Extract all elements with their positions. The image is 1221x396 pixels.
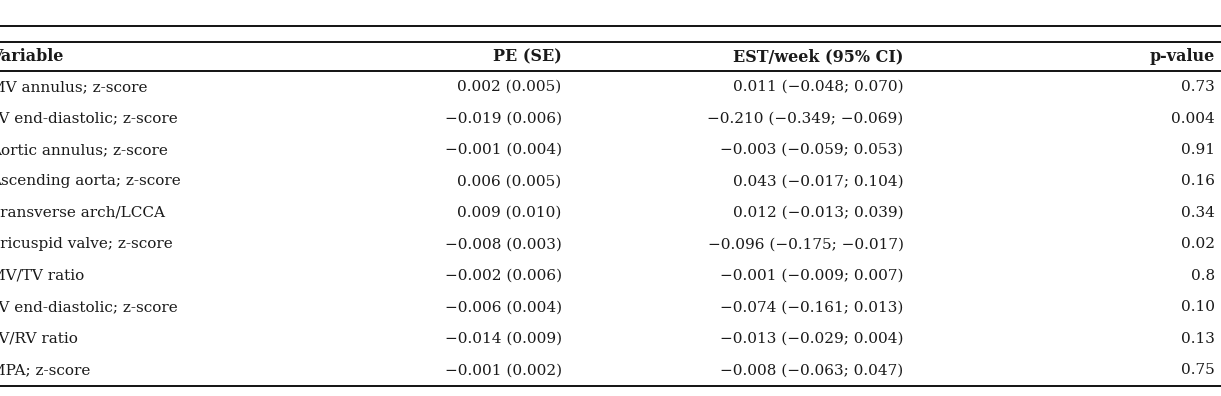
Text: LV end-diastolic; z-score: LV end-diastolic; z-score <box>0 112 178 126</box>
Text: PE (SE): PE (SE) <box>493 48 562 65</box>
Text: −0.096 (−0.175; −0.017): −0.096 (−0.175; −0.017) <box>707 238 904 251</box>
Text: MPA; z-score: MPA; z-score <box>0 364 90 377</box>
Text: −0.006 (0.004): −0.006 (0.004) <box>444 301 562 314</box>
Text: Aortic annulus; z-score: Aortic annulus; z-score <box>0 143 168 157</box>
Text: MV/TV ratio: MV/TV ratio <box>0 269 84 283</box>
Text: −0.002 (0.006): −0.002 (0.006) <box>444 269 562 283</box>
Text: Variable: Variable <box>0 48 63 65</box>
Text: 0.13: 0.13 <box>1181 332 1215 346</box>
Text: 0.006 (0.005): 0.006 (0.005) <box>458 175 562 188</box>
Text: −0.008 (−0.063; 0.047): −0.008 (−0.063; 0.047) <box>720 364 904 377</box>
Text: Tricuspid valve; z-score: Tricuspid valve; z-score <box>0 238 173 251</box>
Text: −0.074 (−0.161; 0.013): −0.074 (−0.161; 0.013) <box>720 301 904 314</box>
Text: 0.009 (0.010): 0.009 (0.010) <box>458 206 562 220</box>
Text: 0.043 (−0.017; 0.104): 0.043 (−0.017; 0.104) <box>733 175 904 188</box>
Text: 0.34: 0.34 <box>1181 206 1215 220</box>
Text: −0.008 (0.003): −0.008 (0.003) <box>444 238 562 251</box>
Text: 0.16: 0.16 <box>1181 175 1215 188</box>
Text: 0.004: 0.004 <box>1171 112 1215 126</box>
Text: Ascending aorta; z-score: Ascending aorta; z-score <box>0 175 181 188</box>
Text: −0.001 (−0.009; 0.007): −0.001 (−0.009; 0.007) <box>720 269 904 283</box>
Text: LV end-diastolic; z-score: LV end-diastolic; z-score <box>0 301 178 314</box>
Text: 0.8: 0.8 <box>1190 269 1215 283</box>
Text: −0.001 (0.004): −0.001 (0.004) <box>444 143 562 157</box>
Text: 0.75: 0.75 <box>1181 364 1215 377</box>
Text: MV annulus; z-score: MV annulus; z-score <box>0 80 148 94</box>
Text: −0.003 (−0.059; 0.053): −0.003 (−0.059; 0.053) <box>720 143 904 157</box>
Text: −0.001 (0.002): −0.001 (0.002) <box>444 364 562 377</box>
Text: LV/RV ratio: LV/RV ratio <box>0 332 78 346</box>
Text: 0.012 (−0.013; 0.039): 0.012 (−0.013; 0.039) <box>733 206 904 220</box>
Text: 0.02: 0.02 <box>1181 238 1215 251</box>
Text: −0.019 (0.006): −0.019 (0.006) <box>444 112 562 126</box>
Text: 0.73: 0.73 <box>1181 80 1215 94</box>
Text: −0.210 (−0.349; −0.069): −0.210 (−0.349; −0.069) <box>707 112 904 126</box>
Text: 0.91: 0.91 <box>1181 143 1215 157</box>
Text: Transverse arch/LCCA: Transverse arch/LCCA <box>0 206 165 220</box>
Text: 0.10: 0.10 <box>1181 301 1215 314</box>
Text: EST/week (95% CI): EST/week (95% CI) <box>733 48 904 65</box>
Text: −0.014 (0.009): −0.014 (0.009) <box>444 332 562 346</box>
Text: p-value: p-value <box>1150 48 1215 65</box>
Text: 0.011 (−0.048; 0.070): 0.011 (−0.048; 0.070) <box>733 80 904 94</box>
Text: 0.002 (0.005): 0.002 (0.005) <box>458 80 562 94</box>
Text: −0.013 (−0.029; 0.004): −0.013 (−0.029; 0.004) <box>720 332 904 346</box>
